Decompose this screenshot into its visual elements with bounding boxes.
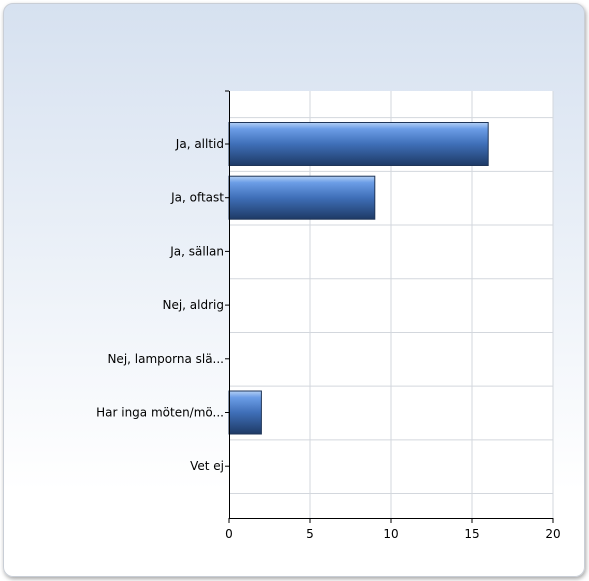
chart-frame: Ja, alltid Ja, oftast Ja, sällan Nej, aldri… xyxy=(3,3,585,577)
bar xyxy=(228,122,489,166)
bar-chart: Ja, alltid Ja, oftast Ja, sällan Nej, aldri… xyxy=(96,90,561,541)
category-label: Har inga möten/mö... xyxy=(96,406,224,420)
x-tick-label: 20 xyxy=(545,527,560,541)
bar xyxy=(228,175,376,220)
x-tick-label: 10 xyxy=(383,527,398,541)
category-label: Ja, alltid xyxy=(175,137,224,151)
x-tick-label: 15 xyxy=(464,527,479,541)
x-tick-labels: 0 5 10 15 20 xyxy=(225,527,560,541)
x-tick-label: 0 xyxy=(225,527,233,541)
category-label: Nej, aldrig xyxy=(162,298,224,312)
category-labels: Ja, alltid Ja, oftast Ja, sällan Nej, aldri… xyxy=(96,137,224,473)
x-tick-label: 5 xyxy=(306,527,314,541)
category-label: Nej, lamporna slä... xyxy=(107,352,224,366)
bars xyxy=(228,122,489,435)
category-label: Vet ej xyxy=(190,459,224,473)
bar xyxy=(228,390,262,435)
axes xyxy=(225,90,554,523)
category-label: Ja, sällan xyxy=(169,244,224,258)
category-label: Ja, oftast xyxy=(170,191,224,205)
